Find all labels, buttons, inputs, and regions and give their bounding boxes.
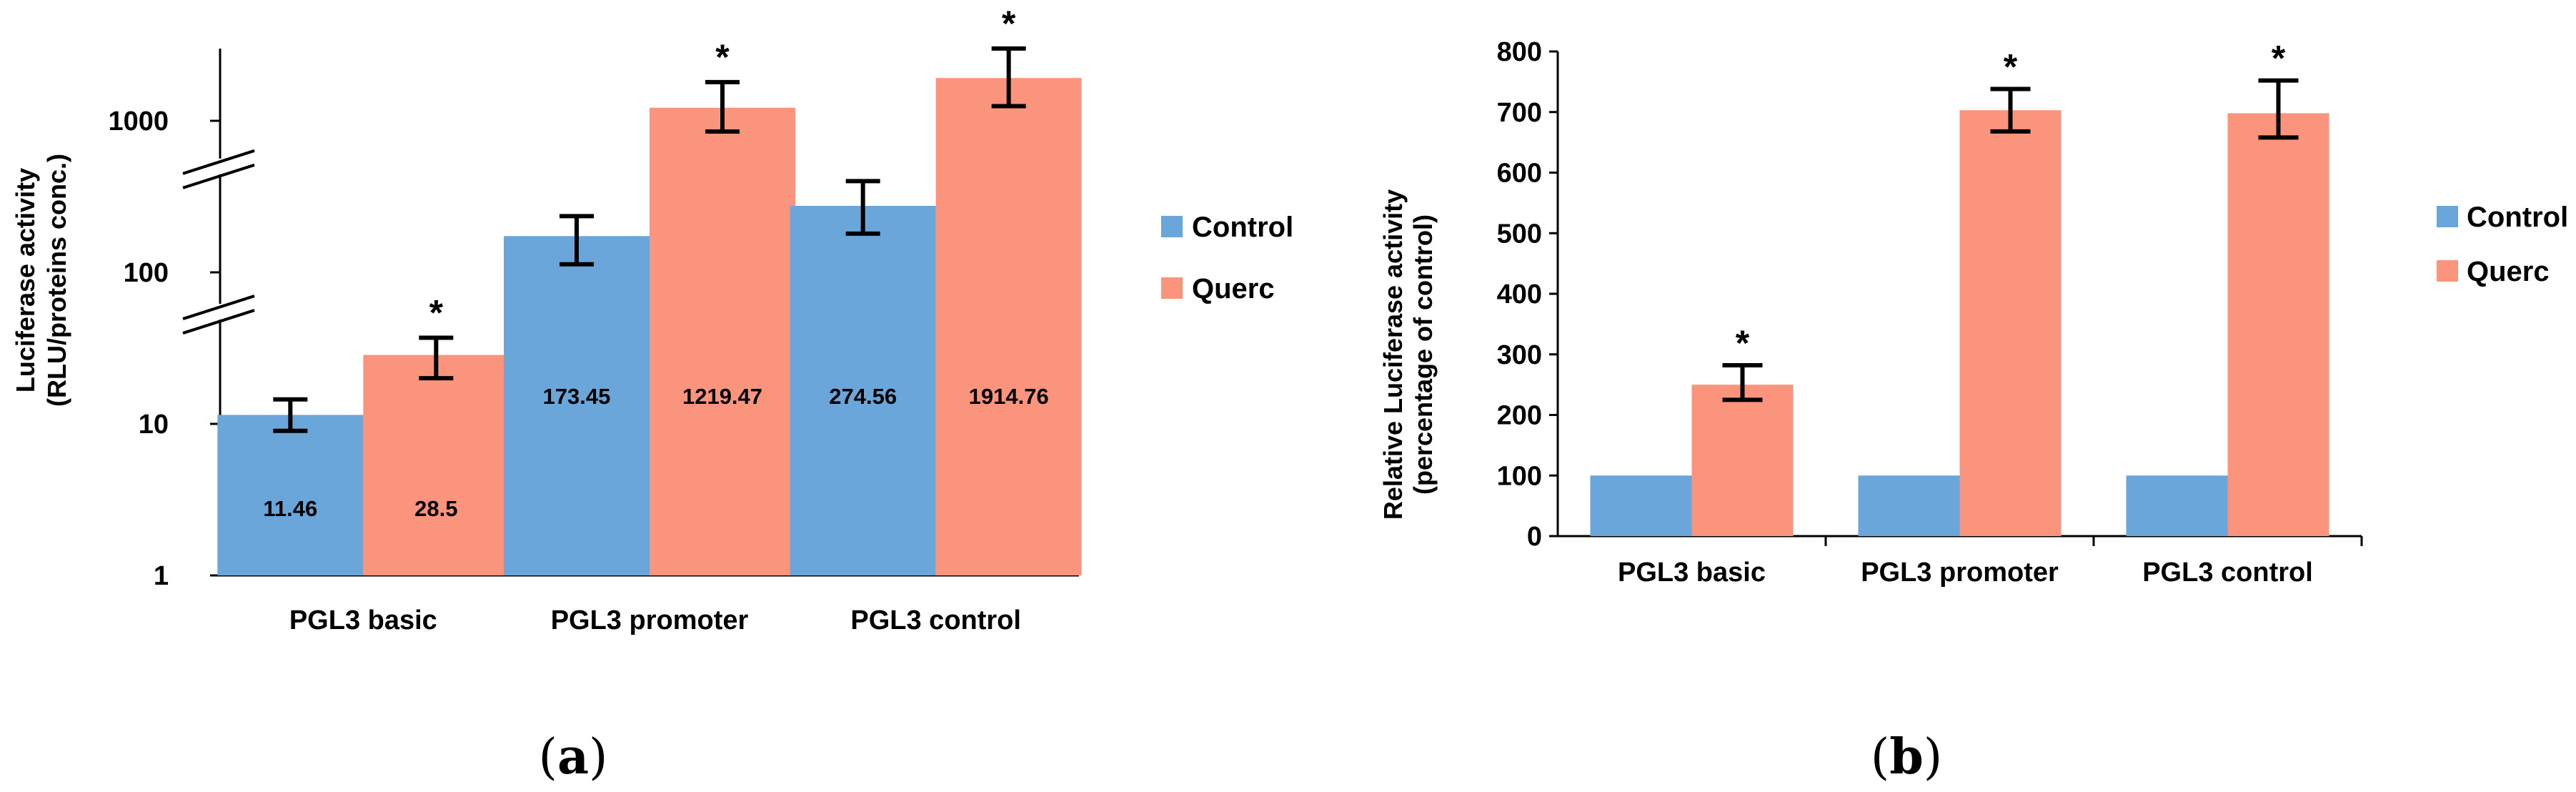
chart-b-significance-star: * <box>2272 39 2286 79</box>
chart-b-bar-control <box>1590 475 1692 536</box>
chart-a-ytick-label: 100 <box>124 258 169 288</box>
chart-b-category-label: PGL3 basic <box>1618 558 1766 588</box>
chart-b-ytick-label: 500 <box>1497 219 1542 249</box>
chart-b-ylabel-line1: Relative Luciferase activity <box>1378 189 1408 520</box>
chart-a-bar-control <box>217 415 364 575</box>
chart-b-panel-label: (b) <box>1871 728 1943 786</box>
chart-a-value-label: 1914.76 <box>969 384 1049 409</box>
chart-b-category-label: PGL3 control <box>2142 558 2313 588</box>
chart-a-legend-swatch-querc <box>1161 277 1183 299</box>
chart-b-bar-control <box>1858 475 1960 536</box>
chart-b-errorbar-querc <box>1990 86 2031 134</box>
chart-b-ytick-label: 100 <box>1497 461 1542 491</box>
chart-b-ytick-label: 600 <box>1497 159 1542 189</box>
chart-b-category-label: PGL3 promoter <box>1861 558 2059 588</box>
chart-a-value-label: 11.46 <box>263 496 317 521</box>
chart-b-significance-star: * <box>2004 47 2018 87</box>
chart-b-ytick-label: 800 <box>1497 37 1542 67</box>
chart-a-errorbar-control <box>845 179 880 236</box>
chart-a-errorbar-control <box>273 397 308 433</box>
chart-b-ytick-label: 0 <box>1527 522 1542 552</box>
chart-a-ytick-label: 10 <box>139 410 169 440</box>
chart-a-significance-star: * <box>1002 4 1016 44</box>
chart-b-significance-star: * <box>1736 323 1750 363</box>
chart-b-legend-label: Querc <box>2467 256 2550 287</box>
chart-a-errorbar-control <box>560 214 594 267</box>
chart-a-legend-swatch-control <box>1161 216 1183 237</box>
chart-b-bar-querc <box>1691 385 1794 536</box>
chart-a-value-label: 1219.47 <box>682 384 762 409</box>
chart-b-ylabel-line2: (percentage of control) <box>1408 214 1438 495</box>
chart-b-bar-querc <box>2227 113 2329 536</box>
chart-a-bar-querc <box>935 78 1082 575</box>
chart-a-significance-star: * <box>715 37 730 77</box>
chart-a-bar-querc <box>650 107 795 576</box>
chart-b-ytick-label: 200 <box>1497 401 1542 431</box>
chart-a-value-label: 173.45 <box>543 384 611 409</box>
chart-a-axis-break <box>182 294 255 335</box>
chart-a-ylabel-line2: (RLU/proteins conc.) <box>42 154 71 407</box>
chart-a-significance-star: * <box>429 293 444 333</box>
chart-a-errorbar-querc <box>991 46 1026 109</box>
chart-a-errorbar-querc <box>705 79 740 134</box>
chart-a-bar-querc <box>363 355 509 575</box>
chart-b-ytick-label: 700 <box>1497 98 1542 128</box>
chart-b-errorbar-querc <box>2258 78 2299 140</box>
chart-a-bar-control <box>790 206 936 575</box>
chart-a-panel-label: (a) <box>538 728 607 786</box>
chart-b-errorbar-querc <box>1722 363 1763 402</box>
chart-a-ytick-label: 1 <box>154 561 169 591</box>
chart-a-legend-label: Querc <box>1192 273 1275 305</box>
chart-b-bar-control <box>2126 475 2228 536</box>
chart-b-ytick-label: 400 <box>1497 279 1542 310</box>
chart-b-legend-label: Control <box>2467 202 2568 233</box>
chart-b-panel-letter: b <box>1889 728 1924 786</box>
chart-b-legend-swatch-control <box>2437 206 2458 227</box>
chart-panel-b: Relative Luciferase activity (percentage… <box>1378 37 2568 786</box>
chart-a-value-label: 274.56 <box>829 384 897 409</box>
chart-b-legend-swatch-querc <box>2437 260 2458 282</box>
chart-a-bar-control <box>504 236 650 575</box>
chart-a-category-label: PGL3 control <box>850 605 1021 635</box>
chart-a-axis-break <box>182 149 255 189</box>
chart-a-errorbar-querc <box>419 335 454 381</box>
chart-panel-a: Luciferase activity (RLU/proteins conc.)… <box>11 4 1293 786</box>
chart-a-ylabel-line1: Luciferase activity <box>11 168 40 392</box>
chart-b-bar-querc <box>1959 110 2062 536</box>
chart-a-value-label: 28.5 <box>414 496 457 521</box>
chart-a-ytick-label: 1000 <box>108 107 169 137</box>
chart-a-panel-letter: a <box>557 728 589 786</box>
chart-a-legend-label: Control <box>1192 212 1293 243</box>
chart-b-ytick-label: 300 <box>1497 340 1542 370</box>
chart-a-category-label: PGL3 promoter <box>551 605 749 635</box>
chart-a-category-label: PGL3 basic <box>289 605 437 635</box>
